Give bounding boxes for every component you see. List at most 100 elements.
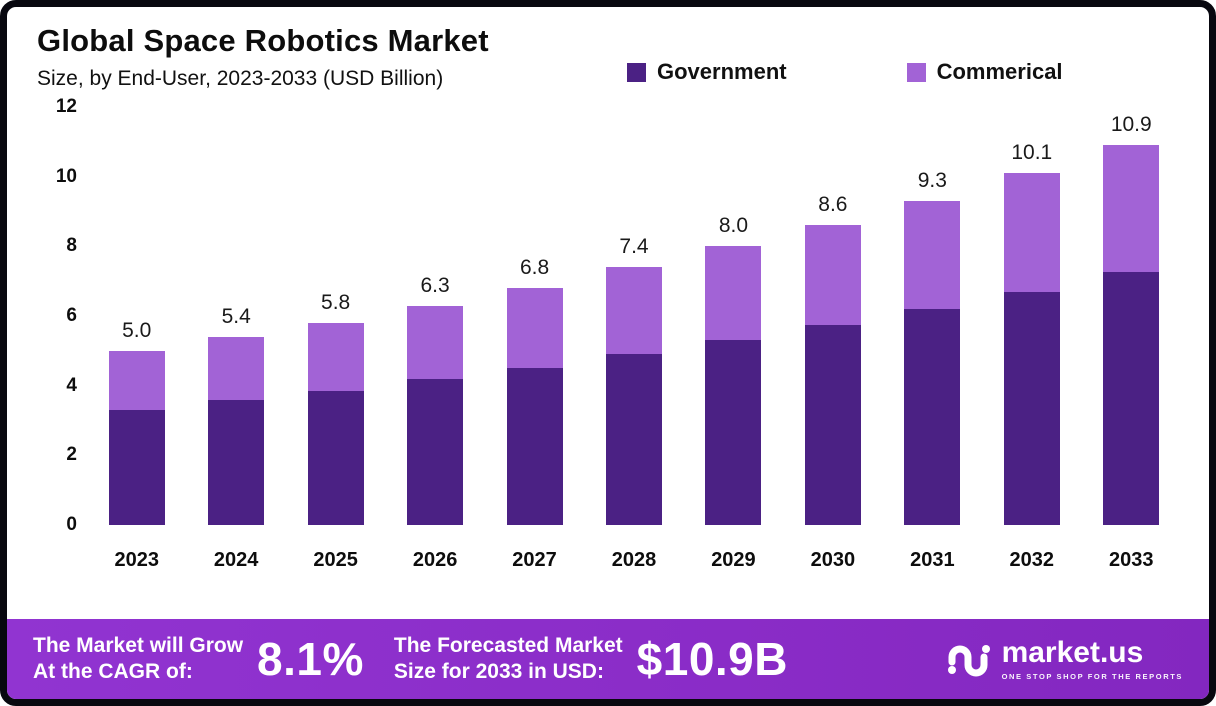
- bar-2027: [506, 288, 563, 525]
- bar-group-2032: 10.1: [982, 107, 1081, 525]
- stacked-bar-chart: 0 2 4 6 8 10 12 5.0 5.4 5.8 6.3 6.8 7.4 8.0 8.6 9.3 10.…: [7, 96, 1209, 572]
- x-label-2028: 2028: [611, 549, 657, 571]
- y-tick-4: 4: [66, 374, 77, 396]
- bar-total-label-2029: 8.0: [718, 214, 749, 238]
- market-us-logo-icon: [946, 636, 992, 683]
- x-label-2025: 2025: [313, 549, 358, 571]
- y-tick-12: 12: [55, 96, 77, 117]
- bar-group-2028: 7.4: [584, 107, 683, 525]
- bar-total-label-2030: 8.6: [818, 193, 848, 217]
- bar-group-2031: 9.3: [883, 107, 982, 525]
- bar-total-label-2027: 6.8: [519, 256, 550, 280]
- x-label-2026: 2026: [412, 549, 458, 571]
- bar-2025: [307, 322, 364, 525]
- x-label-2024: 2024: [213, 549, 259, 571]
- cagr-label-line1: The Market will Grow: [33, 633, 244, 657]
- cagr-label: The Market will Grow At the CAGR of:: [33, 633, 243, 686]
- bar-segment-government-2031: [904, 309, 961, 525]
- bar-total-label-2025: 5.8: [321, 290, 351, 314]
- page-subtitle: Size, by End-User, 2023-2033 (USD Billio…: [37, 67, 444, 90]
- legend-item-government: Government: [627, 59, 787, 85]
- bar-segment-commercial-2033: [1103, 145, 1160, 273]
- bar-segment-commercial-2031: [904, 201, 961, 310]
- x-label-2033: 2033: [1109, 549, 1154, 571]
- x-axis-labels: 2023 2024 2025 2026 2027 2028 2029 2030 2031 2032…: [87, 549, 1181, 572]
- legend-label: Government: [657, 59, 787, 84]
- bar-total-label-2032: 10.1: [1011, 141, 1053, 165]
- brand-name: market.us: [1001, 635, 1144, 669]
- bar-segment-government-2026: [407, 378, 464, 525]
- brand-text: market.us ONE STOP SHOP FOR THE REPORTS: [1001, 635, 1183, 681]
- y-tick-10: 10: [55, 165, 77, 187]
- bar-segment-commercial-2023: [108, 350, 165, 411]
- bar-segment-government-2029: [705, 340, 762, 525]
- y-axis: 0 2 4 6 8 10 12: [29, 96, 87, 535]
- bar-segment-commercial-2030: [804, 225, 861, 325]
- plot-area: 5.0 5.4 5.8 6.3 6.8 7.4 8.0 8.6 9.3 10.1 10.9 2023…: [87, 107, 1181, 572]
- bars-region: 5.0 5.4 5.8 6.3 6.8 7.4 8.0 8.6 9.3 10.1 10.9: [87, 107, 1181, 525]
- y-tick-8: 8: [66, 235, 77, 257]
- forecast-label-line2: Size for 2033 in USD:: [393, 660, 604, 683]
- bar-segment-government-2028: [605, 354, 662, 525]
- bar-group-2030: 8.6: [783, 107, 882, 525]
- bar-group-2025: 5.8: [286, 107, 385, 525]
- bar-group-2023: 5.0: [87, 107, 186, 525]
- footer-banner: The Market will Grow At the CAGR of: 8.1…: [7, 619, 1209, 699]
- bar-total-label-2026: 6.3: [420, 273, 450, 297]
- page-title: Global Space Robotics Market: [37, 23, 489, 58]
- bar-segment-government-2023: [108, 410, 165, 525]
- bar-segment-commercial-2032: [1003, 173, 1060, 292]
- bar-2033: [1103, 145, 1160, 525]
- forecast-label-line1: The Forecasted Market: [393, 633, 623, 657]
- bar-group-2033: 10.9: [1082, 107, 1181, 525]
- x-label-2032: 2032: [1009, 549, 1055, 571]
- legend-item-commerical: Commerical: [906, 59, 1063, 85]
- bar-2032: [1003, 173, 1060, 525]
- legend-swatch-commerical: [906, 62, 926, 82]
- bar-segment-government-2032: [1003, 291, 1060, 525]
- bar-2030: [804, 225, 861, 525]
- cagr-value: 8.1%: [257, 633, 364, 685]
- bar-2026: [407, 305, 464, 525]
- bar-total-label-2023: 5.0: [122, 318, 152, 342]
- bar-segment-commercial-2028: [605, 267, 662, 355]
- header: Global Space Robotics Market Size, by En…: [7, 7, 1209, 91]
- bar-segment-commercial-2024: [208, 336, 265, 400]
- y-tick-2: 2: [66, 444, 77, 466]
- bar-segment-government-2030: [804, 324, 861, 525]
- chart-legend: Government Commerical: [627, 59, 1063, 85]
- forecast-label: The Forecasted Market Size for 2033 in U…: [394, 633, 623, 686]
- cagr-label-line2: At the CAGR of:: [33, 660, 193, 683]
- bar-group-2024: 5.4: [186, 107, 285, 525]
- bar-group-2029: 8.0: [684, 107, 783, 525]
- bar-segment-government-2033: [1103, 272, 1160, 525]
- legend-swatch-government: [627, 62, 646, 82]
- brand-tagline: ONE STOP SHOP FOR THE REPORTS: [1001, 671, 1183, 681]
- legend-label: Commerical: [936, 59, 1063, 84]
- bar-2024: [208, 336, 265, 525]
- x-label-2029: 2029: [711, 549, 756, 571]
- bar-total-label-2024: 5.4: [221, 304, 251, 328]
- y-tick-6: 6: [66, 305, 77, 326]
- x-label-2027: 2027: [512, 549, 557, 571]
- bar-total-label-2028: 7.4: [619, 235, 649, 259]
- bar-segment-government-2025: [307, 390, 364, 525]
- bar-2031: [904, 201, 961, 525]
- bar-segment-commercial-2026: [407, 305, 464, 379]
- bar-2023: [108, 350, 165, 525]
- brand-block: market.us ONE STOP SHOP FOR THE REPORTS: [946, 636, 1183, 683]
- bar-group-2026: 6.3: [385, 107, 484, 525]
- bar-total-label-2033: 10.9: [1110, 113, 1152, 137]
- bar-segment-commercial-2027: [506, 288, 563, 369]
- x-label-2031: 2031: [910, 549, 955, 571]
- bar-total-label-2031: 9.3: [917, 169, 947, 193]
- y-tick-0: 0: [66, 514, 77, 535]
- bar-segment-government-2024: [208, 399, 265, 525]
- bar-2028: [605, 267, 662, 525]
- bar-segment-government-2027: [506, 368, 563, 525]
- x-label-2023: 2023: [114, 549, 159, 571]
- bar-group-2027: 6.8: [485, 107, 584, 525]
- bar-segment-commercial-2025: [307, 322, 364, 391]
- bar-2029: [705, 246, 762, 525]
